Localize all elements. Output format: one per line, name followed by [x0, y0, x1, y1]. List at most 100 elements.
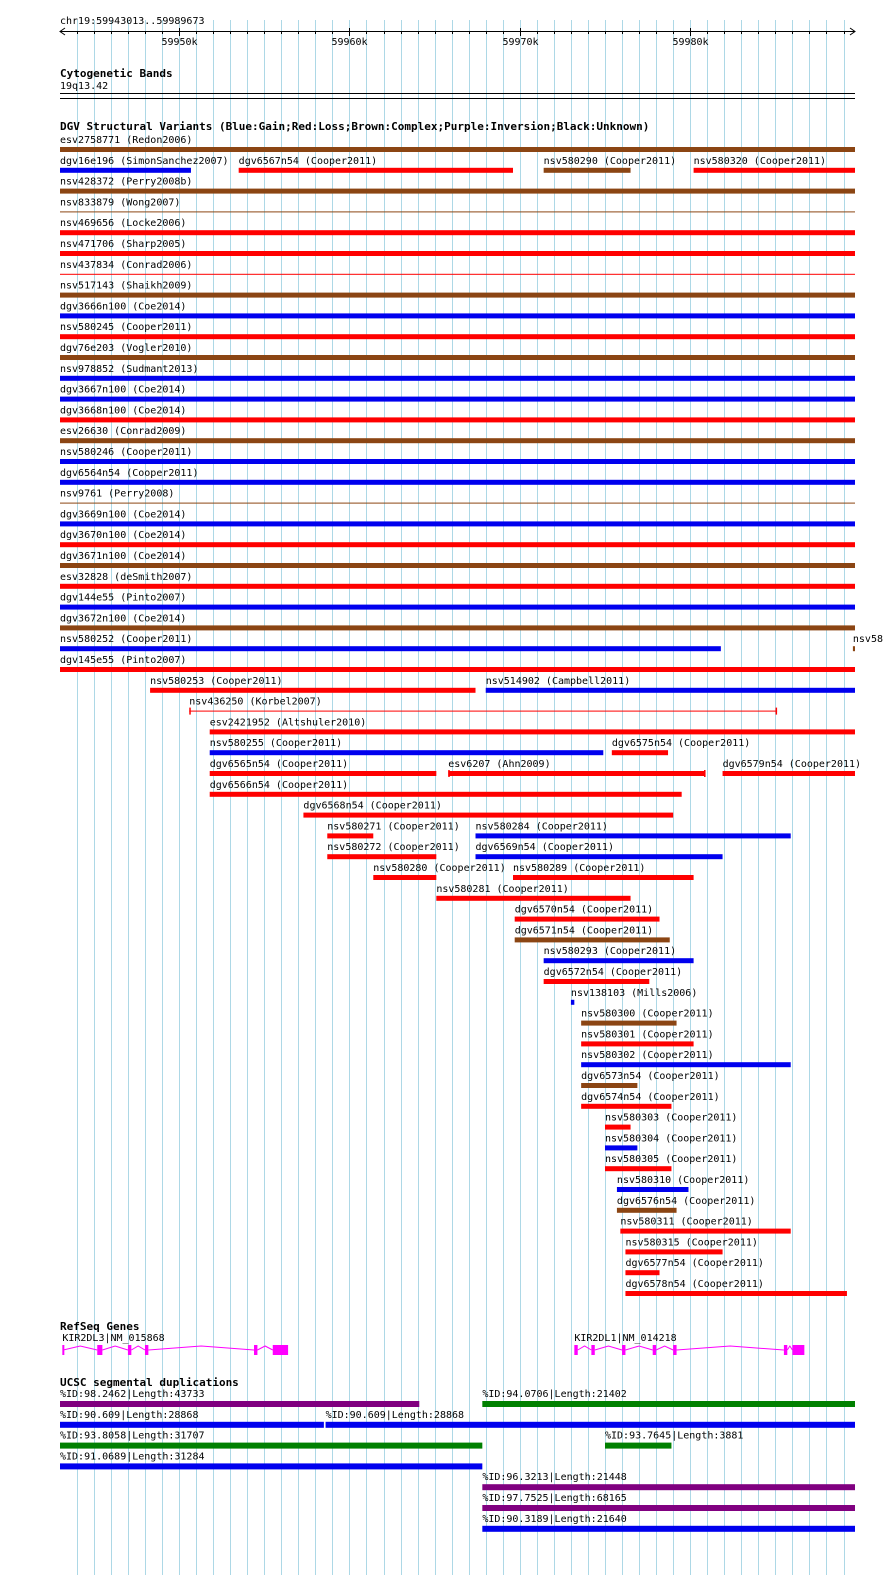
dgv-feature-label: nsv580281 (Cooper2011) [436, 884, 568, 895]
cytogenetic-bands-title: Cytogenetic Bands [60, 67, 173, 80]
dgv-feature-label: dgv145e55 (Pinto2007) [60, 655, 186, 666]
dgv-feature-bar [60, 167, 191, 173]
dgv-feature-bar [60, 625, 855, 631]
dgv-feature-bar [60, 521, 855, 527]
dgv-feature-label: nsv580302 (Cooper2011) [581, 1050, 713, 1061]
dgv-feature-bar [475, 833, 791, 839]
dgv-feature-label: dgv16e196 (SimonSanchez2007) [60, 156, 229, 167]
dgv-feature-label: nsv437834 (Conrad2006) [60, 260, 192, 271]
gene-intron [625, 1345, 653, 1351]
segdup-bar [482, 1401, 855, 1407]
ruler-tick-label: 59970k [502, 37, 538, 48]
dgv-feature-label: dgv3670n100 (Coe2014) [60, 530, 186, 541]
ruler-arrows [59, 27, 856, 36]
segdup-label: %ID:91.0689|Length:31284 [60, 1451, 205, 1462]
dgv-feature-label: nsv833879 (Wong2007) [60, 197, 180, 208]
dgv-feature-label: nsv9761 (Perry2008) [60, 489, 174, 500]
gene-intron [63, 1345, 98, 1351]
gene-intron [257, 1345, 273, 1351]
segdup-bar [604, 1442, 672, 1449]
refseq-genes-track: RefSeq Genes KIR2DL3|NM_015868 KIR2DL1|NM… [60, 1320, 805, 1355]
dgv-feature-bar [209, 771, 437, 776]
dgv-feature-label: nsv580284 (Cooper2011) [476, 821, 608, 832]
grid-lines [77, 20, 845, 1575]
gene-intron [786, 1345, 793, 1351]
dgv-feature-bar [60, 251, 855, 256]
dgv-feature-bar [60, 292, 855, 298]
dgv-feature-bar [570, 999, 575, 1005]
gene-exon [272, 1345, 289, 1355]
gene-intron [148, 1345, 255, 1351]
dgv-feature-label: nsv580245 (Cooper2011) [60, 322, 192, 333]
gene-exon [574, 1345, 578, 1355]
dgv-feature-label: nsv580246 (Cooper2011) [60, 447, 192, 458]
gene-exon [97, 1345, 103, 1355]
dgv-feature-bar [60, 188, 855, 194]
dgv-feature-bar [60, 313, 855, 319]
segdup-bar [325, 1421, 855, 1428]
segdup-label: %ID:90.3189|Length:21640 [482, 1514, 627, 1525]
dgv-feature-label: nsv580252 (Cooper2011) [60, 634, 192, 645]
dgv-feature-label: dgv6565n54 (Cooper2011) [210, 759, 348, 770]
segdup-bar [482, 1505, 855, 1511]
dgv-feature-label: nsv580310 (Cooper2011) [617, 1175, 749, 1186]
dgv-feature-label: nsv580300 (Cooper2011) [581, 1009, 713, 1020]
dgv-feature-label: nsv580301 (Cooper2011) [581, 1029, 713, 1040]
dgv-feature-bar [604, 1166, 672, 1172]
dgv-feature-label: dgv6579n54 (Cooper2011) [723, 759, 861, 770]
dgv-feature-label: dgv6567n54 (Cooper2011) [239, 156, 377, 167]
gene-exon [792, 1345, 805, 1355]
dgv-feature-bar [209, 750, 604, 756]
dgv-feature-label: esv2758771 (Redon2006) [60, 135, 192, 146]
region-label: chr19:59943013..59989673 [60, 16, 205, 27]
dgv-feature-bar [303, 812, 674, 818]
dgv-feature-label: nsv580320 (Cooper2011) [694, 156, 826, 167]
dgv-feature-cap [448, 770, 450, 777]
dgv-feature-bar [60, 583, 855, 589]
dgv-feature-bar [60, 147, 855, 152]
dgv-feature-bar [611, 750, 669, 756]
segdup-bar [482, 1484, 855, 1491]
dgv-feature-label: dgv76e203 (Vogler2010) [60, 343, 192, 354]
dgv-feature-label: nsv580271 (Cooper2011) [327, 821, 459, 832]
dgv-feature-label: dgv3671n100 (Coe2014) [60, 551, 186, 562]
dgv-feature-bar [60, 211, 855, 213]
segdup-label: %ID:98.2462|Length:43733 [60, 1389, 205, 1400]
dgv-feature-bar [722, 771, 855, 776]
ruler-tick-label: 59980k [672, 37, 708, 48]
dgv-feature-bar [60, 459, 855, 464]
gene-intron [577, 1345, 592, 1351]
dgv-feature-bar [543, 958, 694, 964]
dgv-feature-cap [189, 707, 191, 715]
dgv-feature-cap [775, 707, 778, 715]
dgv-feature-label: dgv144e55 (Pinto2007) [60, 593, 186, 604]
dgv-feature-bar [60, 667, 855, 672]
segdup-label: %ID:93.8058|Length:31707 [60, 1431, 205, 1442]
gene-exon [62, 1345, 65, 1355]
cytogenetic-bands-track: Cytogenetic Bands 19q13.42 [60, 67, 855, 99]
dgv-feature-label: nsv514902 (Campbell2011) [486, 676, 630, 687]
dgv-feature-label: dgv3672n100 (Coe2014) [60, 613, 186, 624]
gene-exon [673, 1345, 677, 1355]
segdup-bar [482, 1525, 855, 1532]
dgv-feature-label: nsv428372 (Perry2008b) [60, 177, 192, 188]
gene-label: KIR2DL3|NM_015868 [62, 1333, 164, 1344]
dgv-feature-bar [604, 1145, 638, 1151]
gene-intron [102, 1345, 129, 1351]
dgv-feature-label: esv26630 (Conrad2009) [60, 426, 186, 437]
dgv-feature-label: nsv580304 (Cooper2011) [605, 1133, 737, 1144]
segdup-label: %ID:96.3213|Length:21448 [482, 1472, 627, 1483]
dgv-track-title: DGV Structural Variants (Blue:Gain;Red:L… [60, 120, 649, 133]
gene-intron [676, 1345, 784, 1351]
dgv-feature-label: dgv3667n100 (Coe2014) [60, 385, 186, 396]
refseq-genes: KIR2DL3|NM_015868 KIR2DL1|NM_014218 [62, 1333, 805, 1355]
dgv-feature-label: dgv6576n54 (Cooper2011) [617, 1196, 755, 1207]
dgv-feature-bar [60, 355, 855, 360]
dgv-feature-label: nsv580255 (Cooper2011) [210, 738, 342, 749]
dgv-feature-label: dgv6575n54 (Cooper2011) [612, 738, 750, 749]
dgv-feature-bar [373, 875, 437, 880]
dgv-feature-label: dgv6569n54 (Cooper2011) [476, 842, 614, 853]
dgv-feature-bar [852, 646, 855, 652]
gene-intron [131, 1345, 146, 1351]
dgv-feature-label: dgv6570n54 (Cooper2011) [515, 905, 653, 916]
